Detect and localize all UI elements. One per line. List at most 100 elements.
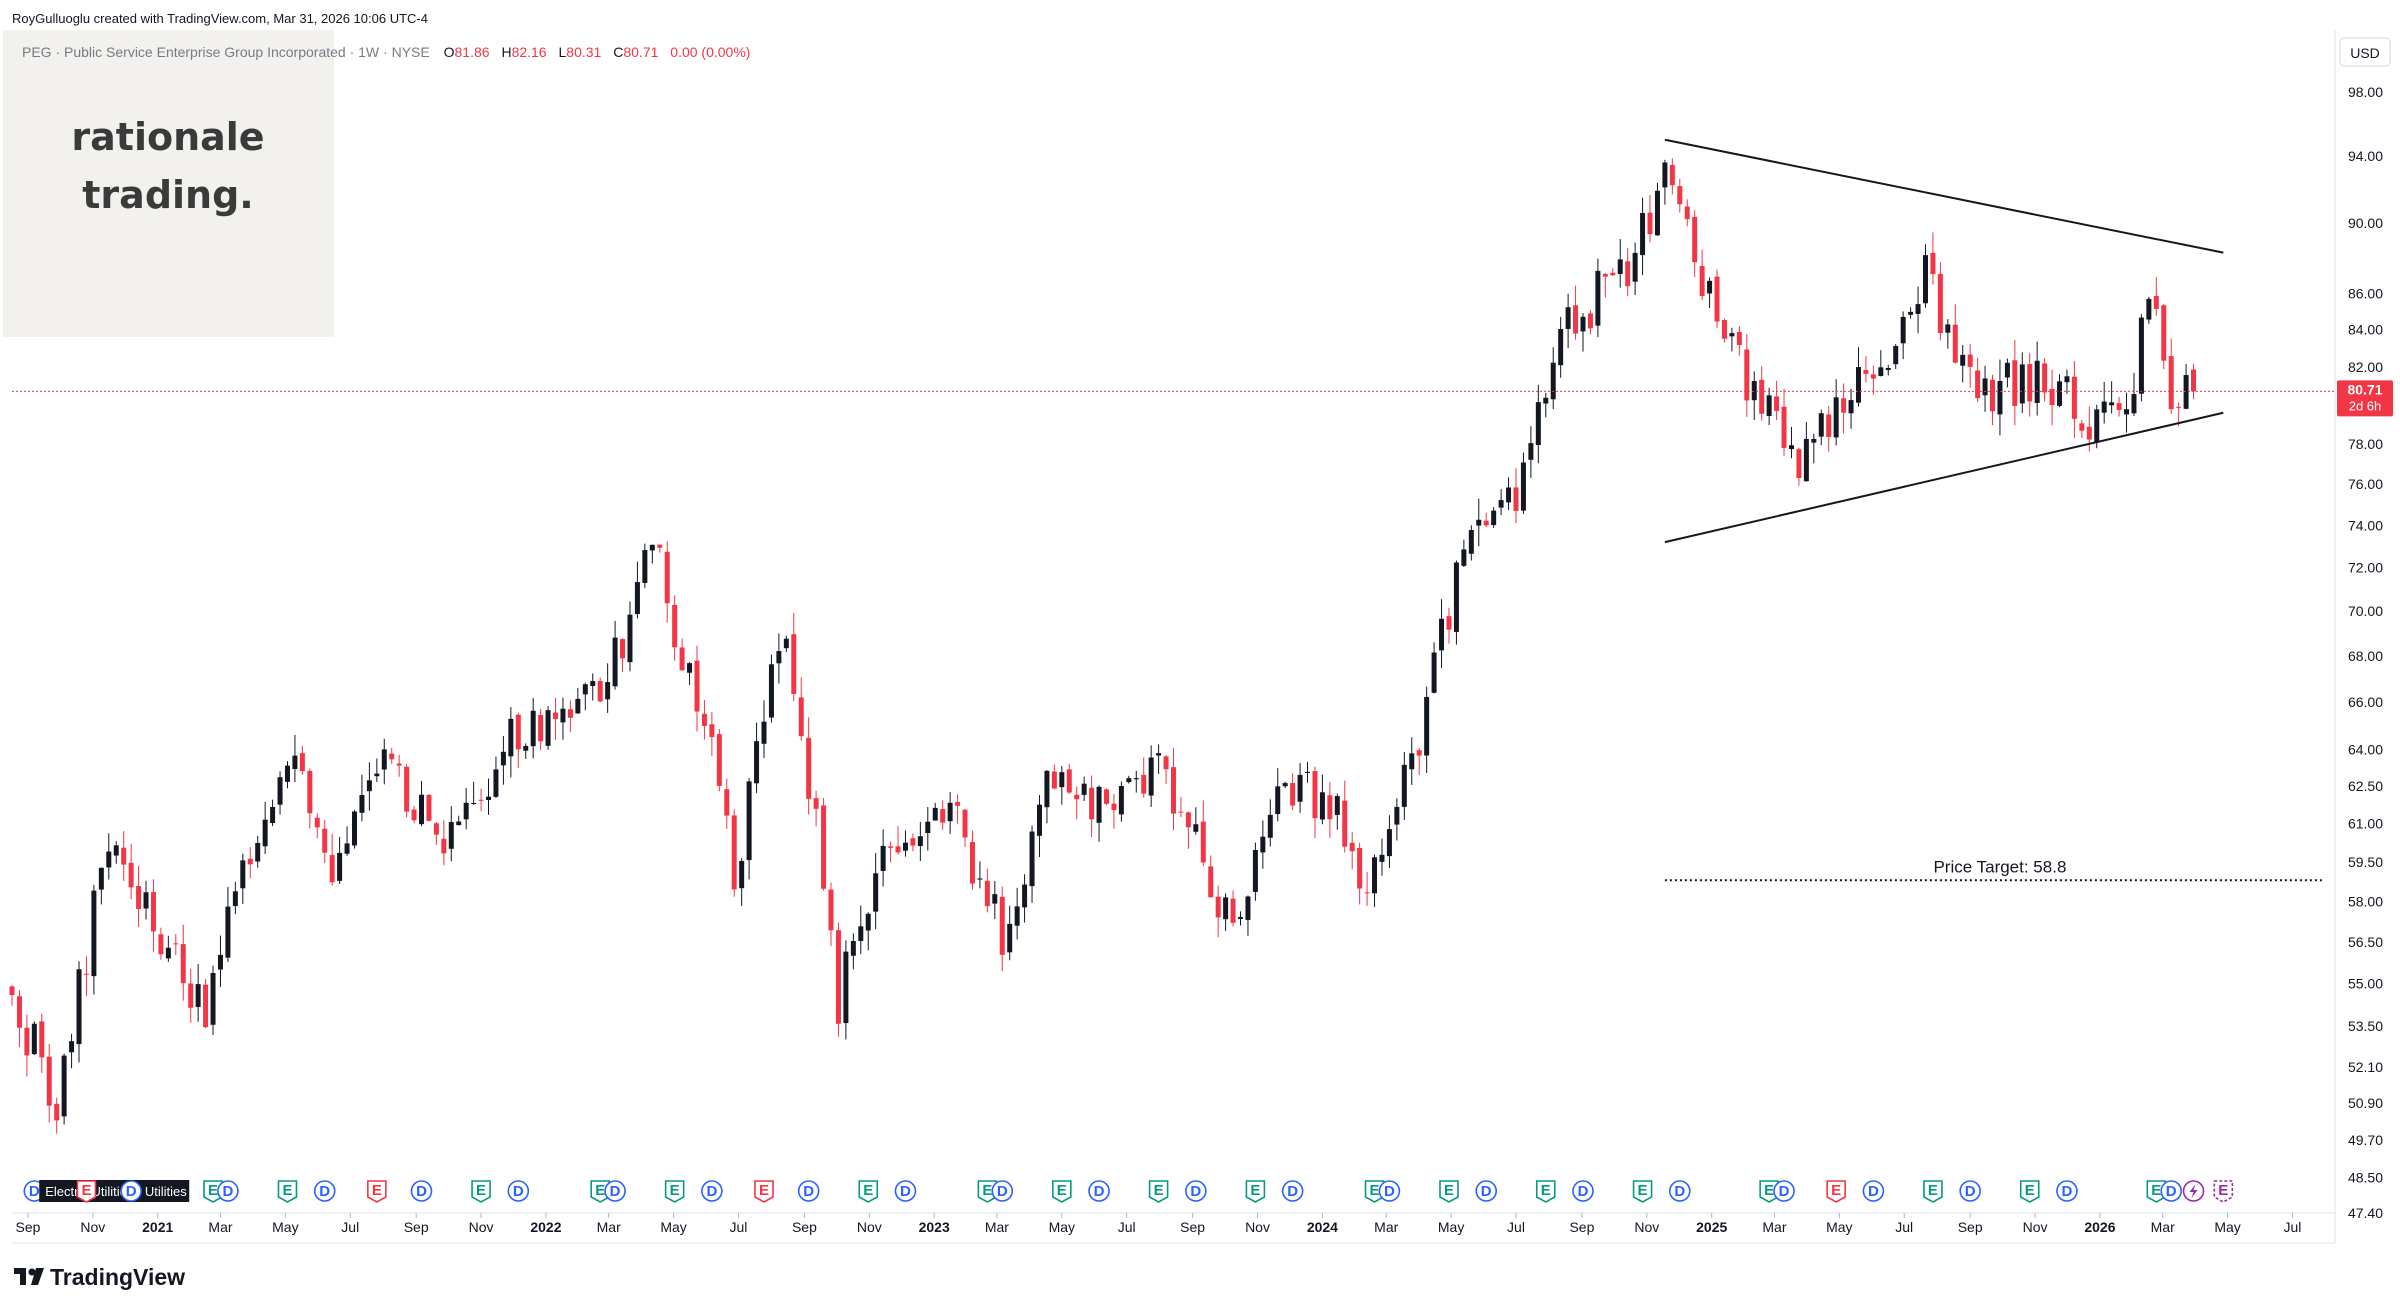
dividend-icon[interactable] bbox=[2160, 1180, 2182, 1202]
earnings-icon[interactable] bbox=[1826, 1180, 1846, 1203]
earnings-icon[interactable] bbox=[277, 1180, 298, 1203]
candle-body bbox=[1573, 305, 1579, 334]
candle-body bbox=[1550, 362, 1556, 400]
dividend-icon[interactable] bbox=[1378, 1180, 1401, 1202]
candle-body bbox=[1744, 349, 1750, 401]
earnings-icon-letter: E bbox=[2025, 1182, 2035, 1199]
candle-body bbox=[843, 951, 849, 1024]
dividend-icon[interactable] bbox=[313, 1180, 336, 1202]
dividend-icon[interactable] bbox=[1088, 1180, 1110, 1202]
candle-body bbox=[1781, 406, 1787, 448]
candle-body bbox=[1223, 897, 1229, 920]
trendline-lower[interactable] bbox=[1664, 411, 2224, 544]
earnings-icon[interactable] bbox=[664, 1180, 685, 1203]
candle-body bbox=[1699, 266, 1705, 296]
candle-body bbox=[1714, 276, 1720, 322]
price-axis[interactable]: 98.0094.0090.0086.0084.0082.0080.0078.00… bbox=[2348, 84, 2383, 1221]
earnings-icon[interactable] bbox=[203, 1180, 223, 1203]
candle-body bbox=[2183, 375, 2189, 409]
candle-body bbox=[1833, 397, 1839, 438]
earnings-icon[interactable] bbox=[76, 1180, 97, 1203]
candle-body bbox=[1960, 354, 1966, 366]
currency-button[interactable] bbox=[2339, 37, 2391, 67]
earnings-icon-letter: E bbox=[595, 1182, 605, 1199]
candle-body bbox=[1975, 370, 1981, 399]
candle-body bbox=[448, 822, 454, 849]
dividend-icon[interactable] bbox=[217, 1180, 239, 1202]
dividend-icon[interactable] bbox=[1668, 1180, 1691, 1202]
dividend-icon[interactable] bbox=[507, 1180, 530, 1202]
dividend-icon[interactable] bbox=[120, 1180, 142, 1202]
earnings-icon[interactable] bbox=[977, 1180, 998, 1203]
earnings-icon[interactable] bbox=[858, 1180, 879, 1203]
candle-body bbox=[1200, 821, 1206, 863]
earnings-icon[interactable] bbox=[1759, 1180, 1779, 1203]
earnings-icon[interactable] bbox=[2019, 1180, 2040, 1203]
earnings-icon[interactable] bbox=[1632, 1180, 1653, 1203]
candle-body bbox=[1930, 252, 1936, 275]
trendline-upper[interactable] bbox=[1664, 138, 2224, 254]
candle-body bbox=[2138, 317, 2144, 394]
candle-body bbox=[1305, 771, 1311, 773]
dividend-icon[interactable] bbox=[1185, 1180, 1207, 1202]
earnings-icon-letter: E bbox=[759, 1182, 769, 1199]
earnings-icon[interactable] bbox=[1148, 1180, 1169, 1203]
dividend-icon[interactable] bbox=[410, 1180, 433, 1202]
dividend-icon[interactable] bbox=[604, 1180, 626, 1202]
dividend-icon[interactable] bbox=[1572, 1180, 1594, 1202]
candle-body bbox=[1848, 400, 1854, 414]
dividend-icon-letter: D bbox=[1481, 1183, 1492, 1200]
time-tick-label: Sep bbox=[1569, 1219, 1594, 1235]
dividend-icon[interactable] bbox=[1475, 1180, 1498, 1202]
time-tick-label: Sep bbox=[1180, 1219, 1205, 1235]
candle-body bbox=[1453, 562, 1459, 632]
candle-body bbox=[687, 663, 693, 673]
earnings-icon[interactable] bbox=[1364, 1180, 1385, 1203]
dividend-icon[interactable] bbox=[797, 1180, 820, 1202]
tv-logo-dot-icon bbox=[28, 1268, 36, 1276]
candle-body bbox=[977, 878, 983, 880]
earnings-icon[interactable] bbox=[1439, 1180, 1459, 1203]
earnings-icon[interactable] bbox=[754, 1180, 774, 1203]
price-tick-label: 78.00 bbox=[2348, 436, 2383, 452]
time-tick-label: Jul bbox=[341, 1219, 359, 1235]
earnings-icon[interactable] bbox=[367, 1180, 387, 1203]
candle-body bbox=[404, 766, 410, 812]
tradingview-logo[interactable]: TradingView bbox=[14, 1264, 185, 1290]
dividend-icon[interactable] bbox=[1959, 1180, 1981, 1202]
time-tick-label: Nov bbox=[2023, 1219, 2048, 1235]
dividend-icon[interactable] bbox=[991, 1180, 1014, 1202]
price-tick-label: 50.90 bbox=[2348, 1095, 2383, 1111]
legend-h-label: H bbox=[501, 44, 511, 60]
dividend-icon[interactable] bbox=[1281, 1180, 1304, 1202]
candle-body bbox=[1193, 824, 1199, 832]
candle-body bbox=[590, 681, 596, 686]
earnings-icon[interactable] bbox=[590, 1180, 610, 1203]
candle-body bbox=[1811, 438, 1817, 443]
dividend-icon-letter: D bbox=[1287, 1183, 1298, 1200]
dividend-icon[interactable] bbox=[1773, 1180, 1795, 1202]
time-axis[interactable]: Sep Nov 2021 Mar May Jul Sep Nov 2022 Mar May Jul Se… bbox=[15, 1213, 2301, 1235]
candle-body bbox=[1721, 320, 1727, 339]
earnings-icon[interactable] bbox=[1052, 1180, 1072, 1203]
candle-body bbox=[188, 983, 194, 1008]
earnings-icon[interactable] bbox=[471, 1180, 491, 1203]
dividend-icon[interactable] bbox=[2056, 1180, 2078, 1202]
earnings-icon[interactable] bbox=[1535, 1180, 1556, 1203]
candle-body bbox=[813, 798, 819, 809]
dividend-icon[interactable] bbox=[701, 1180, 723, 1202]
candle-body bbox=[2086, 426, 2092, 440]
candle-body bbox=[1662, 162, 1668, 188]
candle-body bbox=[2124, 409, 2130, 415]
dividend-icon[interactable] bbox=[894, 1180, 917, 1202]
earnings-icon[interactable] bbox=[2213, 1180, 2234, 1203]
candle-body bbox=[649, 544, 655, 551]
earnings-icon[interactable] bbox=[1923, 1180, 1943, 1203]
earnings-icon[interactable] bbox=[2146, 1180, 2167, 1203]
candle-body bbox=[1007, 923, 1013, 953]
earnings-icon[interactable] bbox=[1245, 1180, 1266, 1203]
dividend-icon[interactable] bbox=[1862, 1180, 1885, 1202]
candle-body bbox=[1014, 906, 1020, 926]
